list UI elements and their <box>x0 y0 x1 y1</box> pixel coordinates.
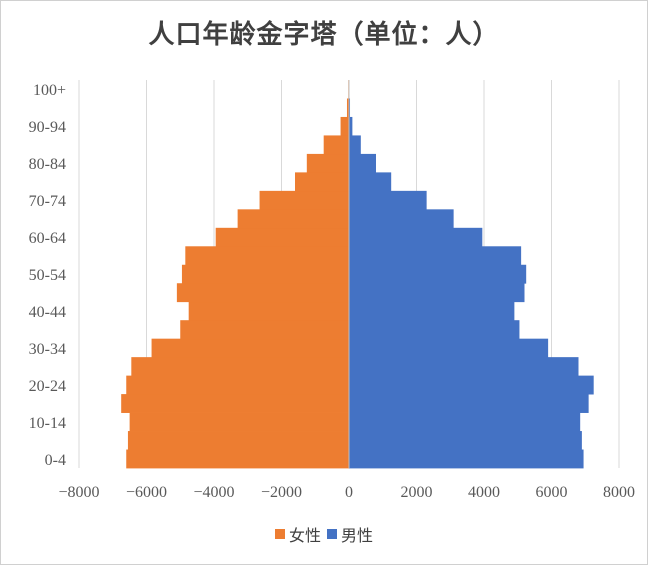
bar-male-35-39 <box>349 320 520 340</box>
y-tick-label-2: 20-24 <box>29 378 66 395</box>
y-tick-label-3: 30-34 <box>29 341 66 358</box>
legend-swatch-female <box>274 529 285 539</box>
legend-swatch-male <box>327 529 337 539</box>
bar-female-15-19 <box>121 394 349 413</box>
bar-male-75-79 <box>349 172 392 192</box>
bar-female-10-14 <box>129 412 349 432</box>
x-tick-label-6: 4000 <box>468 484 500 501</box>
x-tick-label-0: −8000 <box>58 484 99 501</box>
bar-female-40-44 <box>188 301 349 321</box>
legend-item-female: 女性 <box>274 522 321 546</box>
y-tick-label-4: 40-44 <box>29 304 66 321</box>
bar-female-30-34 <box>151 338 349 358</box>
bar-female-50-54 <box>181 264 349 284</box>
labels-layer: −8000 −6000 −4000 −2000 0 2000 4000 6000 8000 0-4… <box>29 82 635 501</box>
y-tick-label-8: 80-84 <box>29 156 66 173</box>
y-tick-label-10: 100+ <box>33 82 66 99</box>
bars-layer <box>121 80 594 469</box>
bar-male-40-44 <box>349 301 515 321</box>
legend-label-female: 女性 <box>288 526 321 545</box>
bar-female-85-89 <box>323 135 349 155</box>
chart-title: 人口年龄金字塔（单位：人） <box>148 20 500 50</box>
bar-female-65-69 <box>237 209 349 229</box>
x-tick-label-1: −6000 <box>126 484 167 501</box>
legend-label-male: 男性 <box>341 526 374 545</box>
legend-item-male: 男性 <box>327 522 373 546</box>
bar-male-20-24 <box>349 375 594 395</box>
bar-male-70-74 <box>349 190 427 210</box>
bar-female-55-59 <box>185 246 349 266</box>
y-tick-label-5: 50-54 <box>29 267 66 284</box>
bar-male-55-59 <box>349 246 522 266</box>
bar-male-30-34 <box>349 338 549 358</box>
bar-female-45-49 <box>176 283 349 303</box>
bar-female-75-79 <box>295 172 349 192</box>
x-tick-label-3: −2000 <box>261 484 302 501</box>
bar-female-90-94 <box>340 116 349 136</box>
y-tick-label-6: 60-64 <box>29 230 66 247</box>
bar-male-90-94 <box>349 116 353 136</box>
y-tick-label-7: 70-74 <box>29 193 66 210</box>
y-tick-label-9: 90-94 <box>29 119 66 136</box>
bar-female-70-74 <box>259 190 349 210</box>
y-tick-label-0: 0-4 <box>45 452 66 469</box>
bar-female-20-24 <box>126 375 349 395</box>
x-tick-label-8: 8000 <box>603 484 635 501</box>
y-tick-label-1: 10-14 <box>29 415 66 432</box>
bar-male-80-84 <box>349 153 376 173</box>
bar-female-80-84 <box>306 153 349 173</box>
bar-male-15-19 <box>349 394 589 413</box>
bar-male-65-69 <box>349 209 454 229</box>
bar-female-25-29 <box>131 357 349 377</box>
bar-male-95-99 <box>349 98 351 118</box>
bar-female-35-39 <box>180 320 349 340</box>
bar-male-85-89 <box>349 135 361 155</box>
x-tick-label-2: −4000 <box>193 484 234 501</box>
bar-female-95-99 <box>346 98 349 118</box>
bar-male-50-54 <box>349 264 527 284</box>
bar-male-10-14 <box>349 412 581 432</box>
x-tick-label-5: 2000 <box>401 484 433 501</box>
bar-female-60-64 <box>215 227 349 247</box>
bar-male-25-29 <box>349 357 579 377</box>
bar-male-0-4 <box>349 449 584 469</box>
bar-female-5-9 <box>127 431 349 450</box>
x-tick-label-7: 6000 <box>536 484 568 501</box>
bar-male-60-64 <box>349 227 483 247</box>
bar-male-45-49 <box>349 283 525 303</box>
legend: 女性 男性 <box>0 522 648 546</box>
x-tick-label-4: 0 <box>345 484 353 501</box>
bar-female-0-4 <box>126 449 349 469</box>
bar-male-5-9 <box>349 431 582 450</box>
